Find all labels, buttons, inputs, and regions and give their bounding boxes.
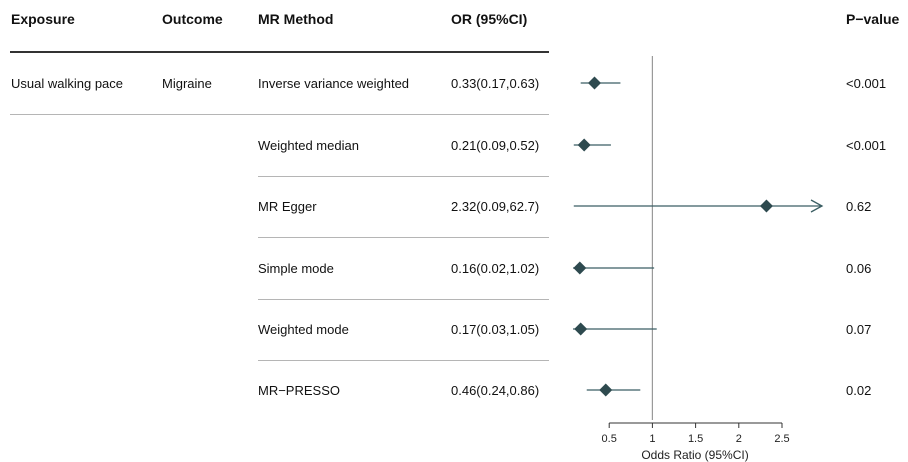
x-tick-label: 1 xyxy=(649,433,655,445)
ci-arrow-right xyxy=(810,199,824,213)
row-divider xyxy=(258,237,549,238)
p-value-cell: <0.001 xyxy=(846,76,887,91)
or-ci-cell: 0.16(0.02,1.02) xyxy=(451,261,540,276)
row-divider xyxy=(258,360,549,361)
row-divider xyxy=(10,114,549,115)
x-tick-label: 1.5 xyxy=(688,433,703,445)
row-divider xyxy=(258,176,549,177)
header-exposure: Exposure xyxy=(11,11,75,27)
method-cell: MR Egger xyxy=(258,199,317,214)
x-tick-label: 0.5 xyxy=(602,433,617,445)
point-estimate xyxy=(577,138,591,152)
p-value-cell: 0.62 xyxy=(846,199,872,214)
point-estimate xyxy=(759,199,773,213)
method-cell: Simple mode xyxy=(258,261,334,276)
exposure-cell: Usual walking pace xyxy=(11,76,124,91)
header-outcome: Outcome xyxy=(162,11,223,27)
method-cell: Weighted median xyxy=(258,138,359,153)
or-ci-cell: 0.21(0.09,0.52) xyxy=(451,138,540,153)
method-cell: Inverse variance weighted xyxy=(258,76,410,91)
or-ci-cell: 0.33(0.17,0.63) xyxy=(451,76,540,91)
point-estimate xyxy=(588,76,602,90)
p-value-cell: <0.001 xyxy=(846,138,887,153)
outcome-cell: Migraine xyxy=(162,76,212,91)
header-mr-method: MR Method xyxy=(258,11,334,27)
x-axis-label: Odds Ratio (95%CI) xyxy=(641,448,748,462)
x-tick-label: 2 xyxy=(736,433,742,445)
row-divider xyxy=(258,299,549,300)
method-cell: Weighted mode xyxy=(258,322,349,337)
point-estimate xyxy=(573,261,587,275)
p-value-cell: 0.07 xyxy=(846,322,872,337)
p-value-cell: 0.06 xyxy=(846,261,872,276)
point-estimate xyxy=(574,322,588,336)
or-ci-cell: 0.17(0.03,1.05) xyxy=(451,322,540,337)
or-ci-cell: 0.46(0.24,0.86) xyxy=(451,383,540,398)
point-estimate xyxy=(599,383,613,397)
header-p-value: P−value xyxy=(846,11,900,27)
or-ci-cell: 2.32(0.09,62.7) xyxy=(451,199,540,214)
p-value-cell: 0.02 xyxy=(846,383,872,398)
method-cell: MR−PRESSO xyxy=(258,383,340,398)
header-rule xyxy=(10,51,549,53)
x-tick-label: 2.5 xyxy=(774,433,789,445)
header-or-ci: OR (95%CI) xyxy=(451,11,528,27)
